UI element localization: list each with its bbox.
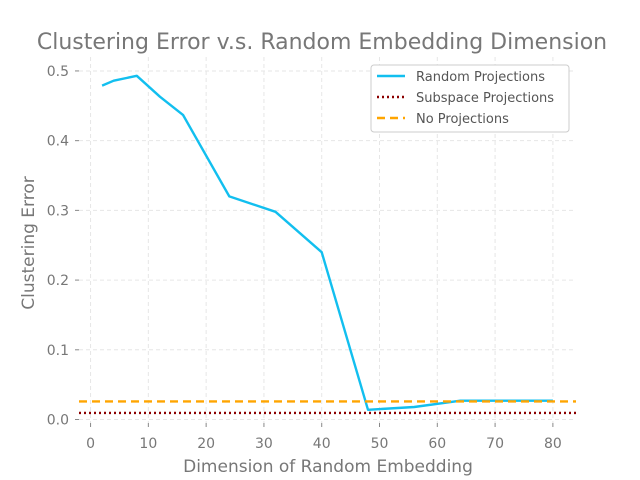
x-tick-label: 40 — [313, 436, 331, 452]
y-tick-label: 0.5 — [47, 64, 69, 80]
x-tick-label: 80 — [544, 436, 562, 452]
y-tick-label: 0.4 — [47, 134, 69, 150]
y-tick-label: 0.3 — [47, 203, 69, 219]
legend-box — [370, 64, 570, 133]
chart-title: Clustering Error v.s. Random Embedding D… — [37, 30, 607, 55]
x-tick-label: 70 — [486, 436, 504, 452]
x-tick-label: 60 — [428, 436, 446, 452]
x-tick-label: 30 — [255, 436, 273, 452]
legend-label-random-projections: Random Projections — [416, 70, 545, 85]
y-tick-label: 0.2 — [47, 273, 69, 289]
series-layer — [79, 74, 576, 415]
x-tick-label: 10 — [139, 436, 157, 452]
y-axis-label: Clustering Error — [19, 176, 39, 309]
x-axis-label: Dimension of Random Embedding — [183, 457, 473, 477]
x-tick-label: 0 — [86, 436, 95, 452]
x-tick-label: 50 — [371, 436, 389, 452]
x-tick-label: 20 — [197, 436, 215, 452]
y-tick-label: 0.0 — [47, 413, 69, 429]
legend-label-subspace-projections: Subspace Projections — [416, 91, 554, 106]
legend: Random Projections Subspace Projections … — [370, 64, 570, 133]
axis-ticks: 0 10 20 30 40 50 60 70 80 0.0 0.1 0.2 0.3 0.4 0.5 — [47, 64, 562, 452]
legend-label-no-projections: No Projections — [416, 112, 509, 127]
y-tick-label: 0.1 — [47, 343, 69, 359]
